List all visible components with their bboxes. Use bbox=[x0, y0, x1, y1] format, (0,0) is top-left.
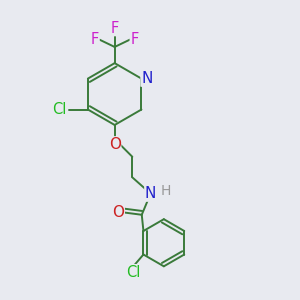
Text: F: F bbox=[130, 32, 139, 47]
Text: H: H bbox=[161, 184, 171, 198]
Text: N: N bbox=[145, 186, 156, 201]
Text: F: F bbox=[110, 21, 119, 36]
Text: F: F bbox=[91, 32, 99, 47]
Text: O: O bbox=[112, 205, 124, 220]
Text: Cl: Cl bbox=[126, 265, 140, 280]
Text: O: O bbox=[109, 137, 121, 152]
Text: N: N bbox=[141, 71, 152, 86]
Text: Cl: Cl bbox=[52, 102, 67, 117]
